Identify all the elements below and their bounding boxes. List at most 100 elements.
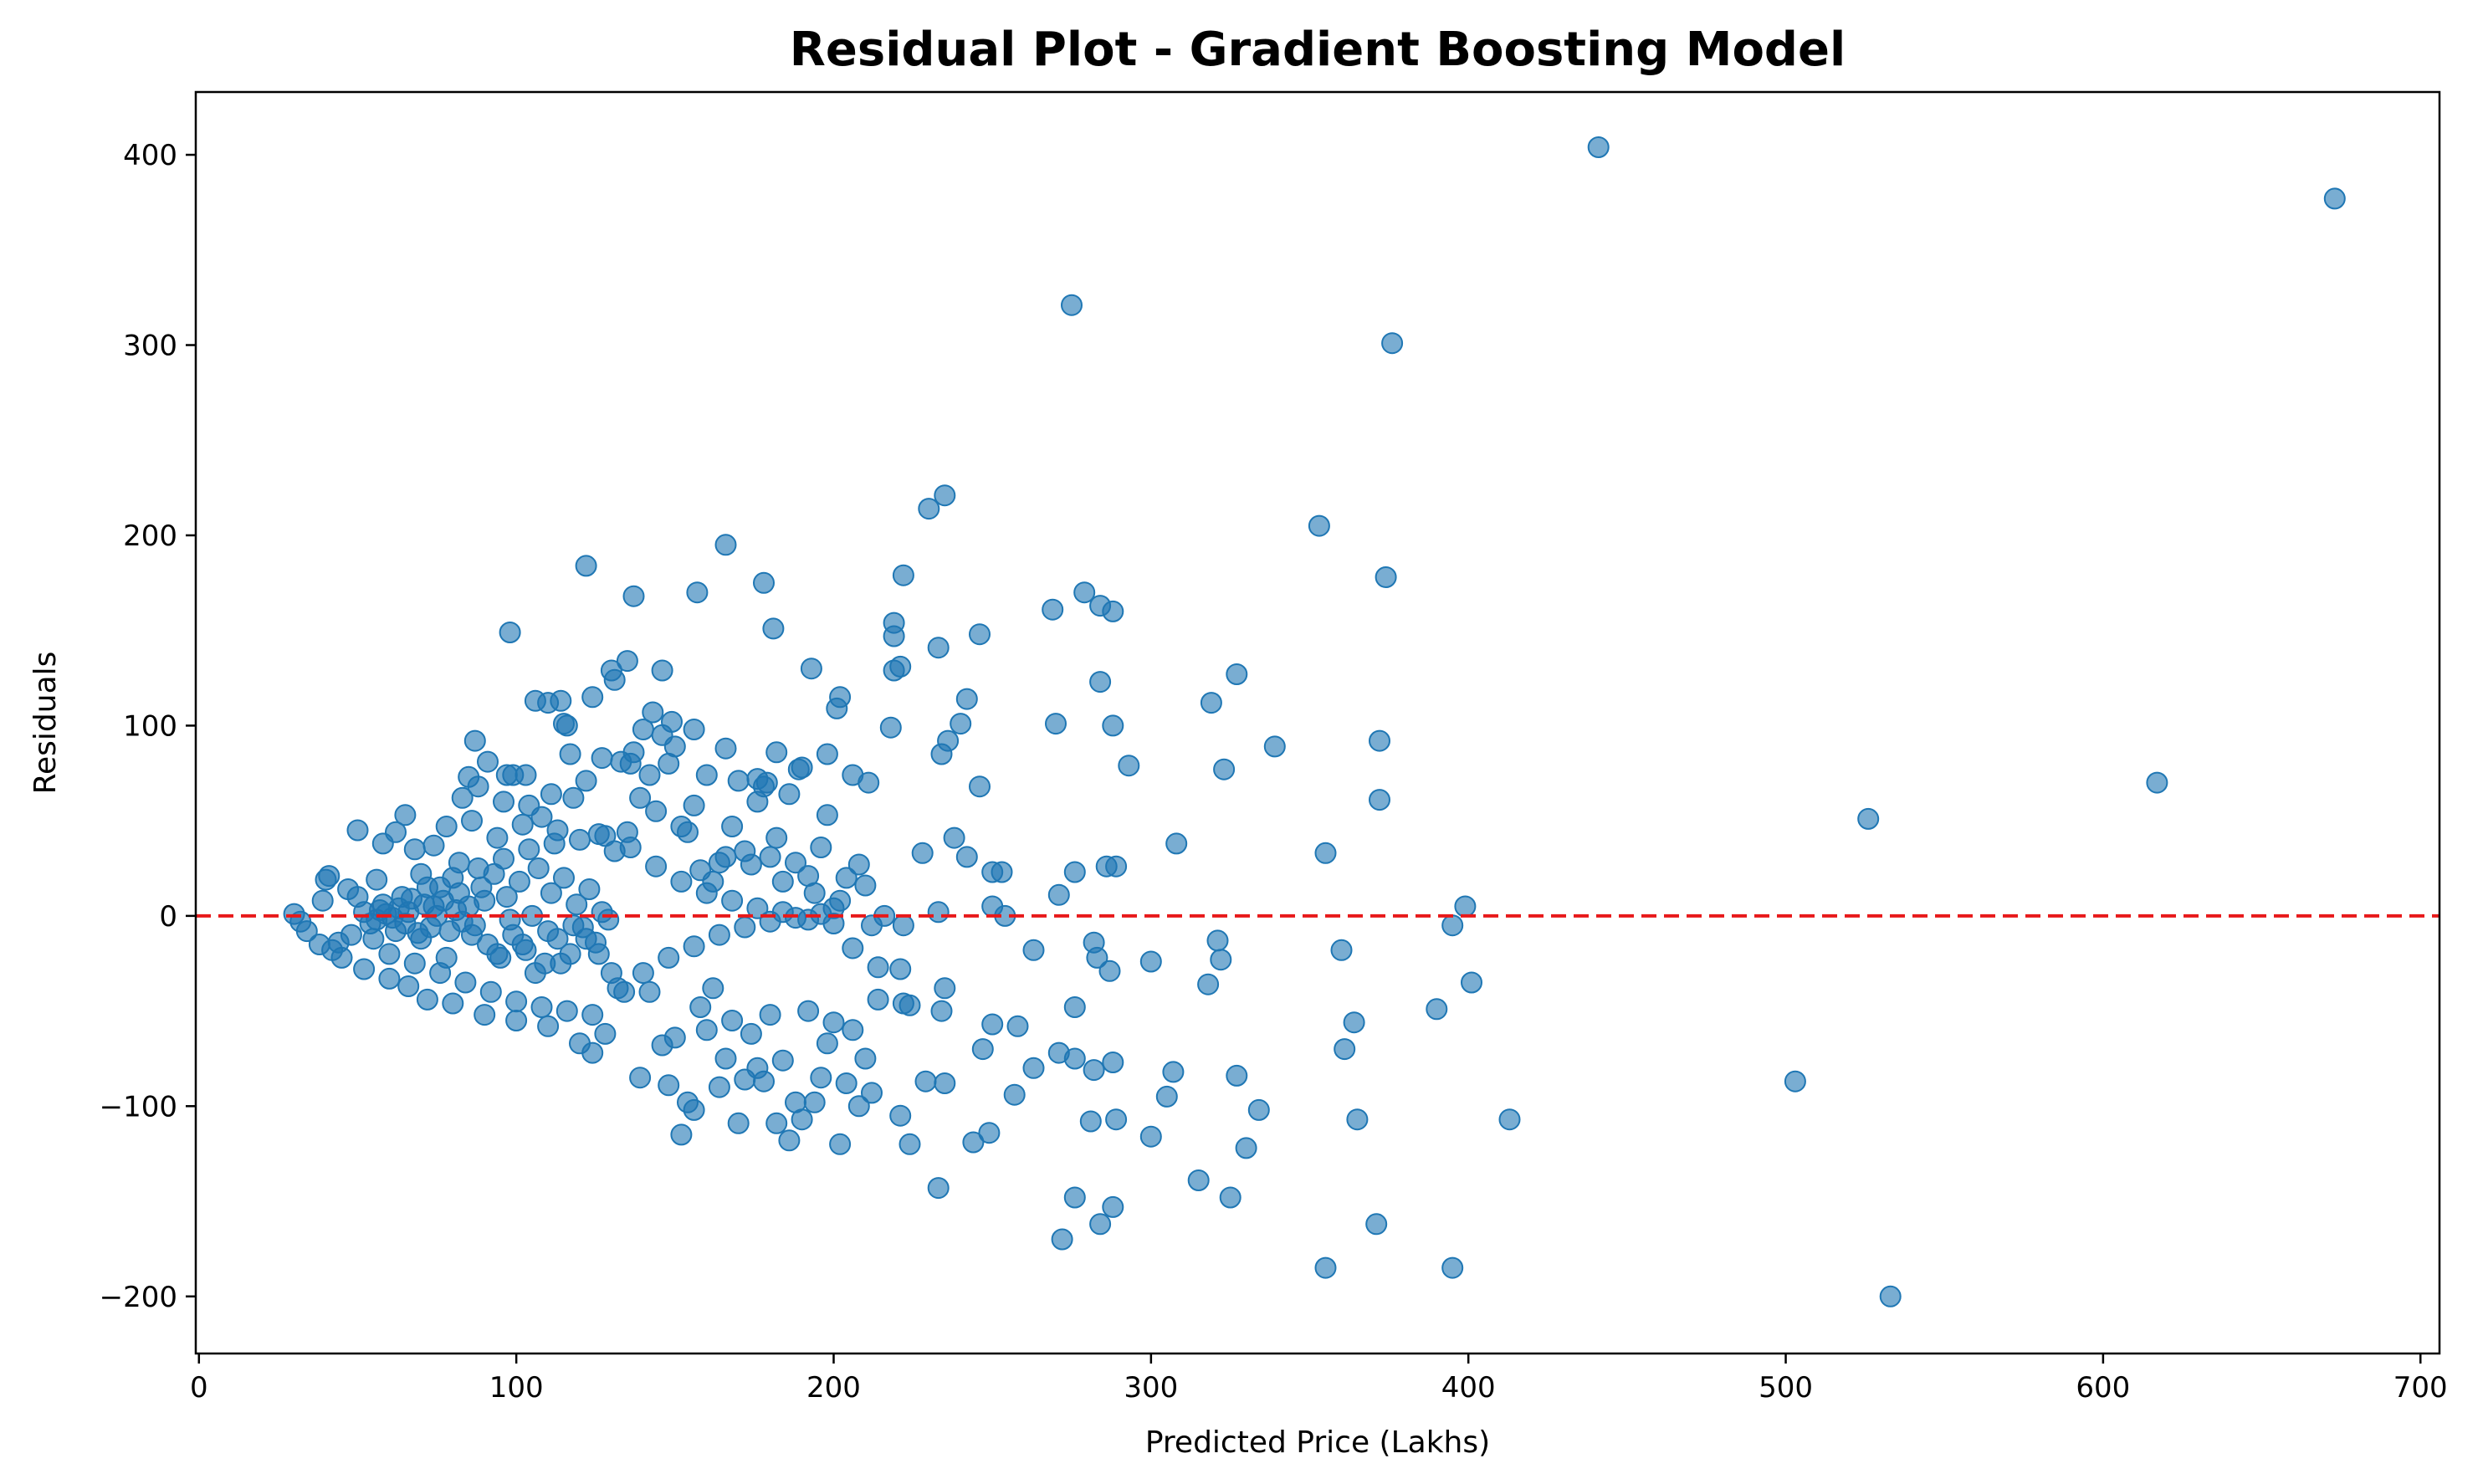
y-tick-label: −100 [100, 1090, 177, 1123]
data-point [883, 625, 905, 647]
data-point [1006, 1015, 1029, 1037]
data-point [721, 816, 744, 837]
data-point [981, 1013, 1004, 1036]
data-point [385, 821, 407, 843]
data-point [930, 1000, 953, 1022]
data-point [553, 713, 575, 735]
y-tick-label: 300 [123, 330, 177, 363]
data-point [524, 689, 546, 712]
data-point [1139, 950, 1162, 973]
data-point [927, 901, 950, 924]
data-point [934, 484, 956, 507]
data-point [889, 1104, 912, 1127]
data-point [1139, 1125, 1162, 1148]
chart-title: Residual Plot - Gradient Boosting Model [790, 23, 1846, 77]
data-point [765, 741, 788, 764]
data-point [934, 1072, 956, 1094]
data-point [927, 1177, 950, 1200]
y-tick-label: 200 [123, 519, 177, 553]
y-axis-label: Residuals [28, 652, 63, 795]
data-point [879, 716, 902, 739]
data-point [778, 783, 801, 806]
data-point [642, 701, 664, 724]
data-point [1346, 1108, 1369, 1131]
data-point [683, 935, 705, 958]
data-point [1263, 735, 1286, 758]
data-point [658, 1074, 680, 1097]
data-point [422, 834, 445, 857]
data-point [435, 816, 458, 837]
data-point [753, 571, 775, 594]
data-point [1461, 971, 1482, 994]
data-point [353, 958, 376, 980]
data-point [537, 1015, 560, 1037]
data-point [562, 786, 585, 809]
data-point [508, 870, 530, 893]
data-point [474, 1004, 496, 1026]
data-point [927, 637, 950, 659]
data-point [914, 1070, 937, 1093]
data-point [829, 1133, 852, 1155]
data-point [515, 764, 537, 786]
data-point [429, 962, 452, 985]
data-point [505, 1010, 528, 1031]
data-point [835, 867, 858, 889]
data-point [607, 977, 629, 1000]
data-point [378, 943, 401, 965]
data-point [1063, 861, 1086, 883]
data-point [505, 990, 528, 1013]
data-point [632, 719, 654, 740]
data-point [495, 886, 518, 908]
data-point [318, 865, 340, 888]
data-point [1162, 1061, 1185, 1083]
data-point [1314, 842, 1337, 864]
data-point [575, 770, 597, 792]
data-point [1247, 1098, 1270, 1121]
data-point [638, 764, 661, 786]
data-point [854, 1047, 877, 1070]
data-point [311, 889, 334, 912]
data-point [740, 1022, 762, 1045]
data-point [854, 874, 877, 897]
data-point [861, 1082, 883, 1104]
data-point [467, 775, 489, 798]
data-point [670, 1123, 693, 1146]
data-point [470, 876, 493, 898]
data-point [1063, 1186, 1086, 1209]
data-point [1003, 1083, 1026, 1106]
data-point [559, 943, 581, 965]
data-point [689, 996, 712, 1018]
data-point [1155, 1085, 1178, 1108]
data-point [1089, 671, 1112, 693]
data-point [822, 1011, 845, 1034]
plot-frame [194, 90, 2441, 1355]
data-point [714, 846, 737, 868]
data-point [791, 1108, 813, 1131]
data-point [702, 977, 724, 1000]
x-tick-label: 0 [190, 1371, 208, 1405]
data-point [889, 655, 912, 678]
data-point [847, 853, 870, 876]
data-point [578, 878, 601, 900]
data-point [1587, 136, 1610, 158]
data-point [683, 794, 705, 816]
data-point [483, 862, 505, 885]
data-point [771, 1049, 794, 1072]
data-point [969, 623, 991, 646]
data-point [378, 967, 401, 990]
data-point [403, 838, 426, 861]
data-point [477, 934, 499, 955]
data-point [1200, 692, 1222, 714]
data-point [489, 946, 512, 969]
plot-area [194, 90, 2441, 1355]
data-point [740, 853, 762, 876]
data-point [791, 756, 813, 779]
data-point [394, 804, 417, 826]
data-point [1498, 1108, 1521, 1131]
data-point [1784, 1070, 1806, 1093]
data-point [734, 916, 756, 939]
data-point [1210, 949, 1232, 971]
data-point [1102, 1195, 1124, 1218]
data-point [762, 617, 785, 640]
